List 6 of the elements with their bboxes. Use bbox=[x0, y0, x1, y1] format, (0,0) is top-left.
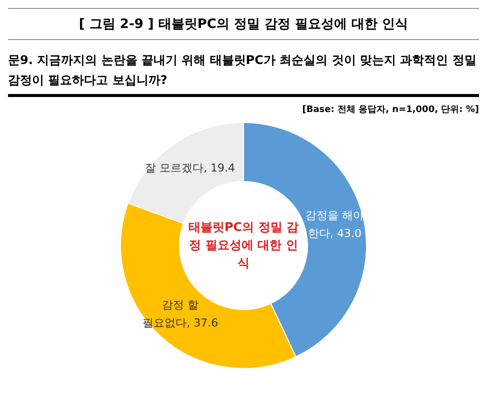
chart-subtitle: 문9. 지금까지의 논란을 끝내기 위해 태블릿PC가 최순실의 것이 맞는지 과학적인 정밀 감정이 필요하다고 보십니까? bbox=[8, 50, 479, 97]
text: 태블릿PC의 정밀 감정 필요성에 대한 인식 bbox=[188, 219, 299, 272]
text: [Base: 전체 응답자, n=1,000, 단위: %] bbox=[301, 104, 479, 116]
slice-label: 잘 모르겠다, 19.4 bbox=[144, 162, 235, 175]
chart-title: [ 그림 2-9 ] 태블릿PC의 정밀 감정 필요성에 대한 인식 bbox=[8, 8, 479, 40]
slice-label: 감정을 해야 한다, 43.0 bbox=[305, 208, 364, 240]
